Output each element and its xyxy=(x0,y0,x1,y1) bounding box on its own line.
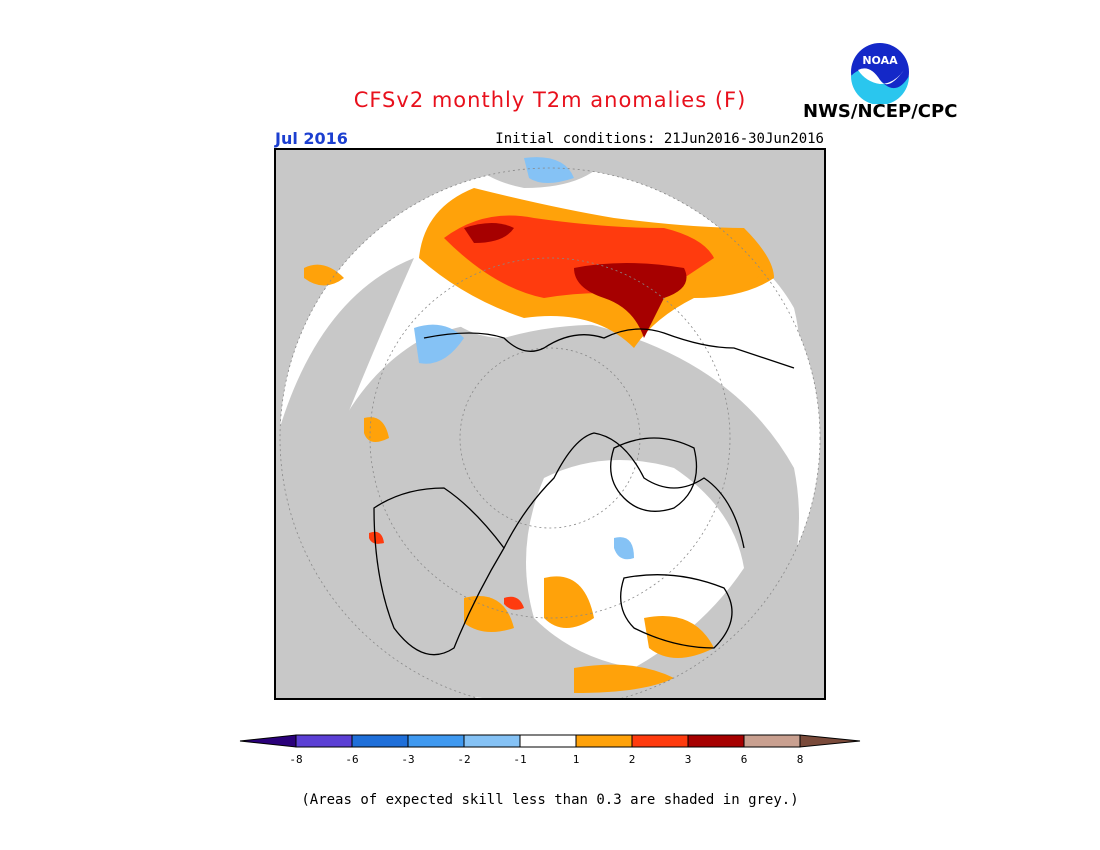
colorbar: -8 -6 -3 -2 -1 1 2 3 6 8 xyxy=(239,734,861,766)
coastline xyxy=(620,574,733,649)
colorbar-3-6 xyxy=(687,734,745,748)
colorbar-1-2 xyxy=(575,734,633,748)
colorbar-6-8 xyxy=(743,734,801,748)
anomaly-1-2 xyxy=(464,596,514,632)
colorbar-m1-1 xyxy=(519,734,577,748)
coastline xyxy=(373,487,505,656)
noaa-logo: NOAA xyxy=(849,41,911,104)
colorbar-tick-label: 6 xyxy=(741,753,748,766)
low-skill-area xyxy=(754,518,826,700)
colorbar-m2-m1 xyxy=(463,734,521,748)
anomaly-2-3 xyxy=(369,531,384,544)
polar-map xyxy=(274,148,826,700)
colorbar-tick-label: -3 xyxy=(401,753,414,766)
anomaly-1-2 xyxy=(364,417,389,442)
latitude-circle xyxy=(369,257,731,619)
anomaly-m2-m1 xyxy=(614,537,634,560)
anomaly-1-2 xyxy=(729,263,764,284)
initial-conditions: Initial conditions: 21Jun2016-30Jun2016 xyxy=(495,131,824,147)
colorbar-tick-label: 2 xyxy=(629,753,636,766)
map-title: CFSv2 monthly T2m anomalies (F) xyxy=(353,88,747,112)
colorbar-m8-m6 xyxy=(295,734,353,748)
agency-label: NWS/NCEP/CPC xyxy=(803,101,958,122)
anomaly-m2-m1 xyxy=(524,157,574,183)
coastline xyxy=(610,437,698,512)
colorbar-m6-m3 xyxy=(351,734,409,748)
colorbar-tick-label: -8 xyxy=(289,753,302,766)
logo-text: NOAA xyxy=(862,54,898,67)
colorbar-tick-label: 3 xyxy=(685,753,692,766)
latitude-circle xyxy=(279,167,821,700)
anomaly-3-6 xyxy=(574,263,687,338)
anomaly-2-3 xyxy=(504,596,524,610)
colorbar-above-max xyxy=(799,734,861,748)
anomaly-1-2 xyxy=(574,664,674,693)
colorbar-tick-label: -6 xyxy=(345,753,358,766)
colorbar-tick-label: -2 xyxy=(457,753,470,766)
colorbar-tick-label: 1 xyxy=(573,753,580,766)
colorbar-below-min xyxy=(239,734,297,748)
low-skill-area xyxy=(274,258,414,700)
colorbar-tick-label: 8 xyxy=(797,753,804,766)
anomaly-1-2 xyxy=(304,264,344,286)
anomaly-3-6 xyxy=(464,223,514,243)
map-border xyxy=(274,148,826,700)
coastline xyxy=(503,432,745,549)
forecast-month: Jul 2016 xyxy=(275,129,348,148)
latitude-circle xyxy=(459,347,641,529)
colorbar-2-3 xyxy=(631,734,689,748)
skill-footnote: (Areas of expected skill less than 0.3 a… xyxy=(301,792,799,808)
coastline xyxy=(423,328,795,369)
colorbar-tick-label: -1 xyxy=(513,753,526,766)
colorbar-m3-m2 xyxy=(407,734,465,748)
